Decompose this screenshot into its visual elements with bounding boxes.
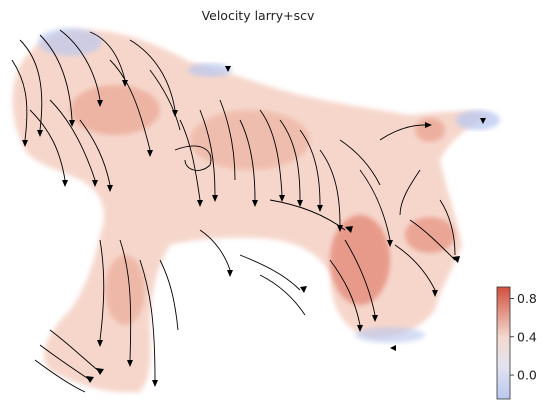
arrowhead [372,315,378,322]
streamline [49,329,101,373]
streamline [29,109,66,181]
arrowhead [252,200,258,207]
cell-region-dense [70,85,160,135]
streamline [344,239,376,316]
arrowhead [37,130,43,137]
arrowhead [107,185,113,192]
arrowhead [96,368,104,375]
streamline [109,59,151,151]
arrowhead [225,66,231,72]
cell-region-dense [105,255,145,325]
streamline [39,344,91,381]
arrowhead [147,150,153,157]
streamline [439,199,456,256]
arrowhead [345,226,353,233]
cell-scatter [12,28,500,393]
arrowhead [122,80,128,87]
cell-region-low [456,110,500,130]
streamline [359,169,391,241]
streamline [259,109,283,196]
streamline [199,109,216,196]
streamline [259,274,306,316]
streamline [49,99,96,181]
arrowhead [97,100,103,107]
streamline [39,34,73,121]
colorbar: 0.8 0.4 0.0 [496,286,537,400]
streamline [239,119,256,201]
streamline [339,139,381,186]
streamline [179,119,201,201]
cell-region-low [355,327,425,343]
streamline [159,259,179,331]
arrowhead [212,195,218,202]
arrowhead [152,380,158,387]
streamline [79,119,111,186]
chart-title: Velocity larry+scv [201,8,315,23]
arrowhead [97,340,103,347]
streamline [34,359,86,393]
streamline [219,99,236,181]
colorbar-tick-label: 0.8 [517,291,537,306]
cell-region-low [38,28,102,56]
arrowhead [357,325,363,332]
streamline [409,219,456,261]
streamline [99,239,105,341]
arrowhead [127,360,133,367]
streamline [239,254,301,291]
velocity-arrowheads [22,66,486,387]
arrowhead [197,200,203,207]
velocity-streamlines [11,29,456,393]
streamline [11,59,28,141]
arrowhead [432,290,438,297]
arrowhead [425,122,432,128]
arrowhead [480,118,486,124]
cell-region-dense [415,118,445,142]
colorbar-tick-label: 0.4 [517,329,537,344]
streamline [329,259,361,326]
arrowhead [452,256,460,263]
arrowhead [337,225,343,232]
colorbar-tick-label: 0.0 [517,368,537,383]
streamline [149,69,181,131]
arrowhead [172,110,178,117]
cell-region-dense [190,110,310,170]
cell-region-dense [405,217,455,253]
streamline [174,145,212,171]
arrowhead [390,345,396,351]
cell-region-dense [330,215,390,305]
streamline [279,119,301,201]
streamline [319,149,341,226]
streamline [59,29,101,101]
streamline [119,239,132,361]
arrowhead [279,195,285,202]
streamline [199,229,231,271]
arrowhead [86,376,94,383]
streamline [394,244,436,291]
streamline [19,39,43,131]
arrowhead [297,200,303,207]
streamline [89,31,126,81]
streamline [299,129,321,206]
arrowhead [300,286,307,293]
streamline [139,259,156,381]
arrowhead [227,270,233,277]
streamline [129,39,176,111]
arrowhead [69,120,75,127]
arrowhead [317,205,323,212]
streamline [379,124,426,141]
arrowhead [92,180,98,187]
arrowhead [387,240,393,247]
cell-region-low [188,63,232,77]
arrowhead [62,180,68,187]
colorbar-gradient [496,286,511,400]
streamline [399,169,421,216]
arrowhead [22,140,28,147]
